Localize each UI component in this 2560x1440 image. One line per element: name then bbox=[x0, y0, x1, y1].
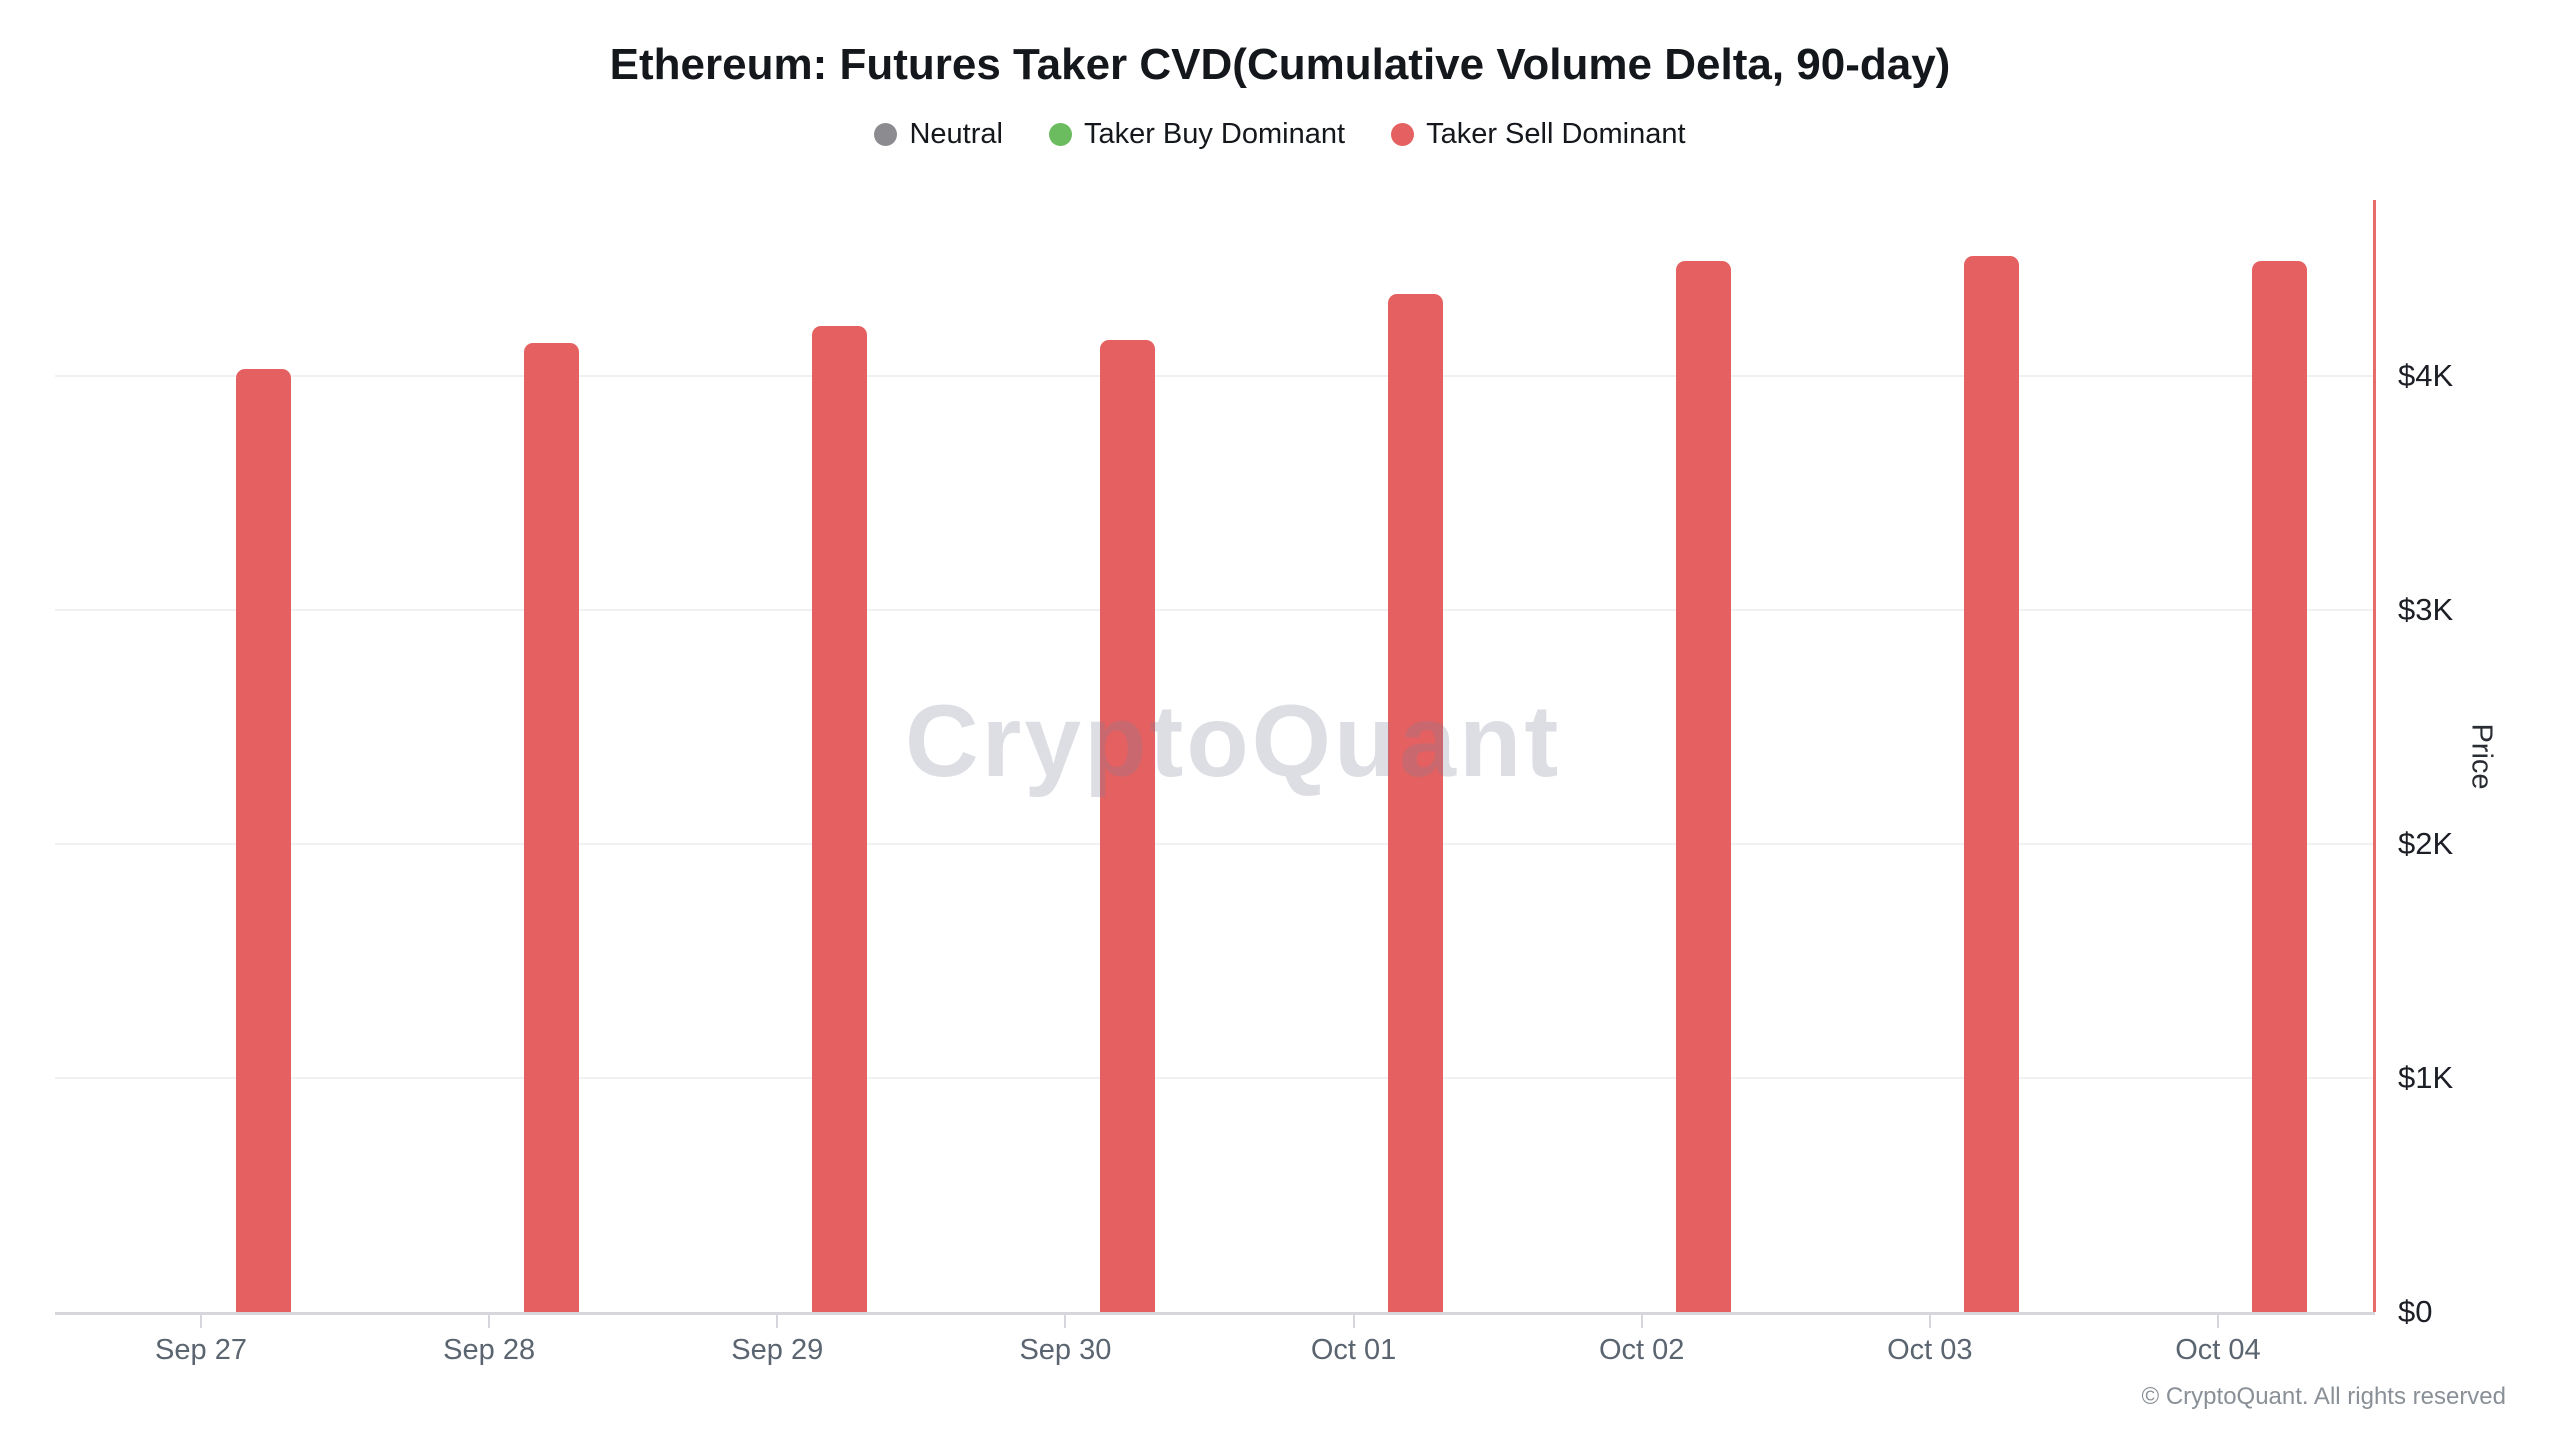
bar-oct-03 bbox=[1964, 256, 2020, 1312]
bar-oct-01 bbox=[1388, 293, 1444, 1312]
bar-sep-30 bbox=[1099, 340, 1155, 1312]
x-axis-tick-label: Sep 28 bbox=[443, 1334, 536, 1366]
x-axis-tick-label: Oct 02 bbox=[1598, 1334, 1685, 1366]
x-axis-tick bbox=[200, 1314, 202, 1328]
x-axis-tick bbox=[1640, 1314, 1643, 1328]
legend-dot-icon bbox=[874, 123, 898, 146]
x-axis-tick-label: Sep 29 bbox=[731, 1334, 824, 1366]
copyright-notice: © CryptoQuant. All rights reserved bbox=[2141, 1383, 2507, 1410]
x-axis-tick-label: Oct 04 bbox=[2175, 1334, 2261, 1366]
legend-dot-icon bbox=[1048, 123, 1072, 146]
x-axis-tick-label: Oct 01 bbox=[1310, 1334, 1397, 1366]
legend-item-label: Neutral bbox=[909, 118, 1003, 150]
legend-dot-icon bbox=[1391, 123, 1415, 146]
gridline-$2K bbox=[55, 842, 2375, 845]
chart-title: Ethereum: Futures Taker CVD(Cumulative V… bbox=[609, 40, 1951, 89]
chart-legend: Neutral Taker Buy Dominant Taker Sell Domi… bbox=[0, 118, 2560, 151]
bar-sep-27 bbox=[235, 368, 291, 1312]
y-axis-tick-label: $0 bbox=[2398, 1294, 2433, 1329]
bar-sep-28 bbox=[523, 342, 579, 1312]
price-axis-line bbox=[2373, 200, 2376, 1312]
legend-item-taker-sell-dominant[interactable]: Taker Sell Dominant bbox=[1391, 118, 1686, 151]
y-axis-title: Price bbox=[2465, 723, 2498, 790]
watermark: CryptoQuant bbox=[905, 684, 1562, 798]
x-axis-tick-label: Oct 03 bbox=[1887, 1334, 1973, 1366]
bar-oct-02 bbox=[1676, 260, 1732, 1312]
legend-item-taker-buy-dominant[interactable]: Taker Buy Dominant bbox=[1048, 118, 1346, 151]
legend-item-label: Taker Buy Dominant bbox=[1083, 118, 1346, 150]
bar-sep-29 bbox=[811, 326, 867, 1312]
x-axis-tick-label: Sep 30 bbox=[1019, 1334, 1112, 1366]
y-axis-tick-label: $2K bbox=[2398, 825, 2454, 861]
x-axis-tick bbox=[1928, 1314, 1931, 1328]
x-axis-tick bbox=[488, 1314, 491, 1328]
x-axis-tick-label: Sep 27 bbox=[155, 1334, 247, 1366]
y-axis-tick-label: $1K bbox=[2398, 1059, 2454, 1095]
gridline-$1K bbox=[55, 1076, 2375, 1079]
legend-item-neutral[interactable]: Neutral bbox=[874, 118, 1003, 151]
x-axis-tick bbox=[776, 1314, 779, 1328]
x-axis-line bbox=[55, 1312, 2375, 1315]
legend-item-label: Taker Sell Dominant bbox=[1426, 118, 1686, 150]
gridline-$3K bbox=[55, 608, 2375, 611]
x-axis-tick bbox=[2216, 1314, 2219, 1328]
y-axis-tick-label: $4K bbox=[2398, 357, 2454, 393]
bar-oct-04 bbox=[2252, 260, 2308, 1312]
x-axis-tick bbox=[1064, 1314, 1067, 1328]
gridline-$4K bbox=[55, 374, 2375, 377]
y-axis-tick-label: $3K bbox=[2398, 591, 2454, 627]
x-axis-tick bbox=[1352, 1314, 1355, 1328]
